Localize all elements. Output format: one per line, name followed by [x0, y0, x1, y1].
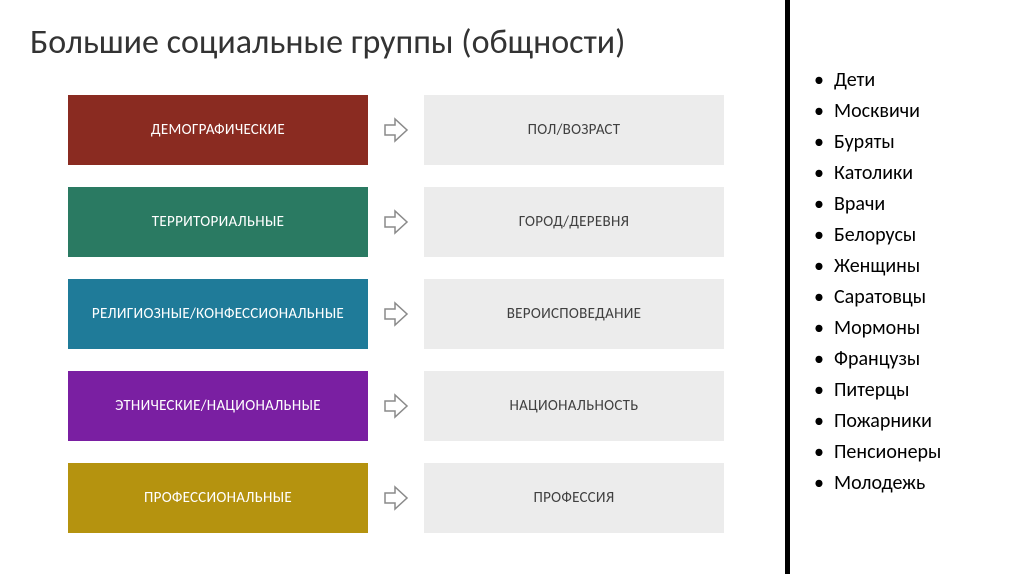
examples-list: Дети Москвичи Буряты Католики Врачи Бело… [814, 65, 1024, 499]
category-box: ЭТНИЧЕСКИЕ/НАЦИОНАЛЬНЫЕ [68, 371, 368, 441]
list-item: Молодежь [814, 468, 1024, 499]
list-item: Буряты [814, 127, 1024, 158]
list-item: Питерцы [814, 375, 1024, 406]
category-row: ЭТНИЧЕСКИЕ/НАЦИОНАЛЬНЫЕ НАЦИОНАЛЬНОСТЬ [68, 371, 755, 441]
category-row: ДЕМОГРАФИЧЕСКИЕ ПОЛ/ВОЗРАСТ [68, 95, 755, 165]
list-item: Белорусы [814, 220, 1024, 251]
arrow-icon [368, 301, 424, 327]
category-row: РЕЛИГИОЗНЫЕ/КОНФЕССИОНАЛЬНЫЕ ВЕРОИСПОВЕД… [68, 279, 755, 349]
category-box: ПРОФЕССИОНАЛЬНЫЕ [68, 463, 368, 533]
arrow-icon [368, 393, 424, 419]
list-item: Католики [814, 158, 1024, 189]
list-item: Саратовцы [814, 282, 1024, 313]
main-area: Большие социальные группы (общности) ДЕМ… [0, 0, 785, 574]
list-item: Москвичи [814, 96, 1024, 127]
list-item: Французы [814, 344, 1024, 375]
arrow-icon [368, 485, 424, 511]
category-box: ДЕМОГРАФИЧЕСКИЕ [68, 95, 368, 165]
list-item: Врачи [814, 189, 1024, 220]
list-item: Пенсионеры [814, 437, 1024, 468]
slide: Большие социальные группы (общности) ДЕМ… [0, 0, 1024, 574]
description-box: ПРОФЕССИЯ [424, 463, 724, 533]
arrow-icon [368, 117, 424, 143]
description-box: ВЕРОИСПОВЕДАНИЕ [424, 279, 724, 349]
category-row: ТЕРРИТОРИАЛЬНЫЕ ГОРОД/ДЕРЕВНЯ [68, 187, 755, 257]
category-row: ПРОФЕССИОНАЛЬНЫЕ ПРОФЕССИЯ [68, 463, 755, 533]
page-title: Большие социальные группы (общности) [30, 22, 755, 63]
description-box: ПОЛ/ВОЗРАСТ [424, 95, 724, 165]
category-rows: ДЕМОГРАФИЧЕСКИЕ ПОЛ/ВОЗРАСТ ТЕРРИТОРИАЛЬ… [30, 95, 755, 533]
list-item: Пожарники [814, 406, 1024, 437]
list-item: Женщины [814, 251, 1024, 282]
description-box: ГОРОД/ДЕРЕВНЯ [424, 187, 724, 257]
description-box: НАЦИОНАЛЬНОСТЬ [424, 371, 724, 441]
category-box: ТЕРРИТОРИАЛЬНЫЕ [68, 187, 368, 257]
list-item: Дети [814, 65, 1024, 96]
examples-sidebar: Дети Москвичи Буряты Католики Врачи Бело… [785, 0, 1024, 574]
arrow-icon [368, 209, 424, 235]
list-item: Мормоны [814, 313, 1024, 344]
category-box: РЕЛИГИОЗНЫЕ/КОНФЕССИОНАЛЬНЫЕ [68, 279, 368, 349]
